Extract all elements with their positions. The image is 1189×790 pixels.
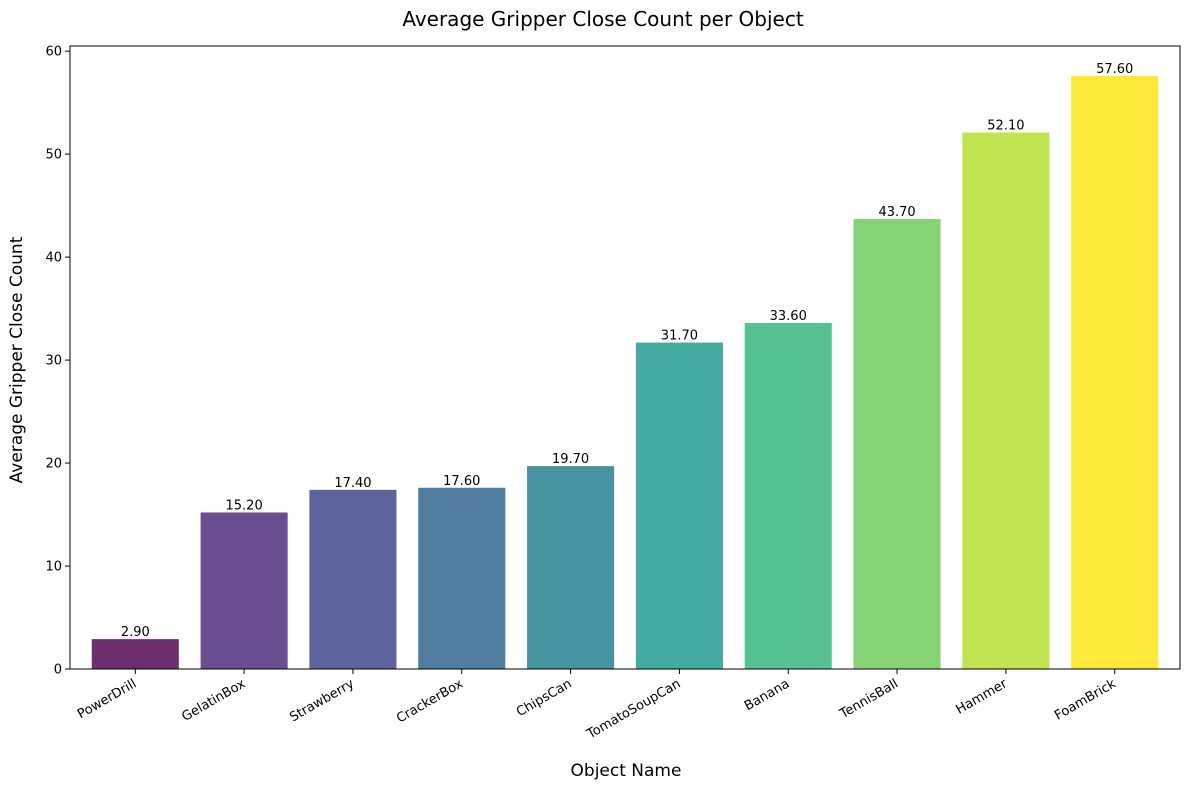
y-tick-label: 20 — [45, 457, 62, 472]
chart-title: Average Gripper Close Count per Object — [402, 7, 804, 31]
y-tick-label: 30 — [45, 354, 62, 369]
bar-tennisball — [853, 218, 941, 669]
x-tick-label: Strawberry — [287, 676, 357, 725]
bar-value-label: 43.70 — [878, 205, 915, 220]
x-axis-label: Object Name — [571, 761, 682, 781]
bar-banana — [744, 323, 832, 669]
bar-crackerbox — [418, 487, 506, 669]
y-tick-label: 10 — [45, 560, 62, 575]
y-tick-label: 60 — [45, 45, 62, 60]
bar-hammer — [962, 132, 1050, 670]
bar-strawberry — [309, 489, 397, 669]
x-tick-label: TennisBall — [837, 676, 901, 722]
x-tick-label: ChipsCan — [514, 676, 575, 720]
bar-value-label: 15.20 — [226, 498, 263, 513]
bar-value-label: 52.10 — [987, 118, 1024, 133]
bar-chipscan — [527, 466, 615, 669]
x-tick-label: CrackerBox — [394, 676, 466, 726]
bars-layer: 2.90 15.20 17.40 17.60 19.70 31.70 33.60 43.70 5… — [91, 62, 1159, 670]
y-axis: 0 10 20 30 40 50 60 — [45, 45, 70, 678]
x-tick-label: Hammer — [954, 676, 1011, 718]
y-tick-label: 50 — [45, 148, 62, 163]
bar-value-label: 33.60 — [770, 309, 807, 324]
x-tick-label: TomatoSoupCan — [584, 676, 684, 742]
bar-powerdrill — [91, 639, 179, 669]
x-tick-label: FoamBrick — [1052, 676, 1119, 723]
y-tick-label: 0 — [54, 663, 62, 678]
x-tick-label: Banana — [742, 676, 792, 714]
bar-value-label: 2.90 — [121, 625, 150, 640]
bar-foambrick — [1071, 75, 1159, 670]
bar-value-label: 57.60 — [1096, 62, 1133, 77]
bar-value-label: 31.70 — [661, 329, 698, 344]
x-tick-label: PowerDrill — [75, 676, 139, 722]
y-axis-label: Average Gripper Close Count — [7, 236, 27, 483]
bar-value-label: 19.70 — [552, 452, 589, 467]
y-tick-label: 40 — [45, 251, 62, 266]
plot-frame — [69, 45, 1181, 670]
bar-value-label: 17.40 — [334, 476, 371, 491]
bar-tomatosoupcan — [635, 342, 723, 669]
bar-gelatinbox — [200, 512, 288, 669]
x-tick-label: GelatinBox — [179, 676, 248, 725]
bar-value-label: 17.60 — [443, 474, 480, 489]
x-axis: PowerDrill GelatinBox Strawberry CrackerBox… — [75, 669, 1119, 743]
